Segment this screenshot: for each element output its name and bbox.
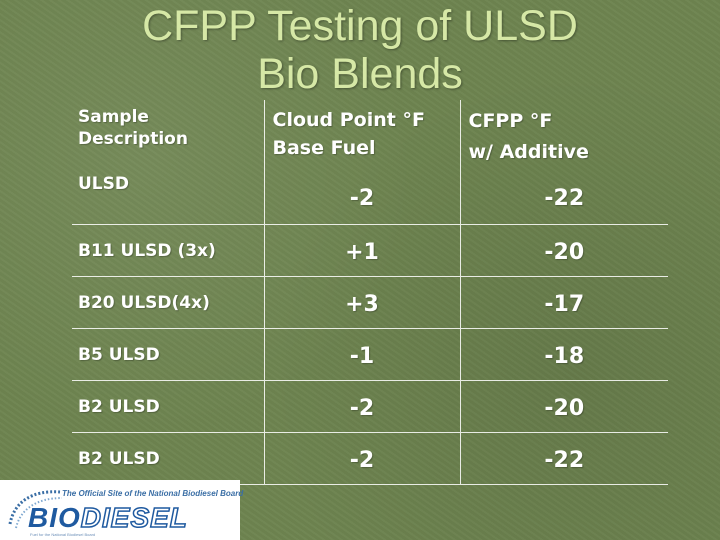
row-cfpp: -20	[459, 380, 668, 433]
biodiesel-swoosh-icon	[8, 490, 63, 529]
row-cloud-point: -2	[263, 432, 460, 485]
row-description: B2 ULSD	[72, 380, 264, 433]
row-cloud-point: -2	[263, 380, 460, 433]
cfpp-results-table: Sample Description Cloud Point °F Base F…	[72, 100, 668, 485]
header-cfpp: CFPP °F w/ Additive	[459, 100, 668, 168]
table-header-row: Sample Description Cloud Point °F Base F…	[72, 100, 668, 168]
row-description: B11 ULSD (3x)	[72, 224, 264, 277]
logo-tagline: The Official Site of the National Biodie…	[62, 489, 244, 498]
row-cfpp: -18	[459, 328, 668, 381]
row-cloud-point: +1	[263, 224, 460, 277]
table-row: B5 ULSD -1 -18	[72, 328, 668, 381]
logo-wordmark: BIODIESEL	[28, 501, 188, 534]
header-cloud-point-line-1: Cloud Point °F	[272, 109, 425, 131]
slide-title-line-1: CFPP Testing of ULSD	[142, 2, 578, 50]
table-row: B20 ULSD(4x) +3 -17	[72, 276, 668, 329]
logo-word-bio: BIO	[28, 502, 81, 533]
header-cloud-point-line-2: Base Fuel	[272, 137, 376, 159]
header-sample-description: Sample Description	[72, 100, 264, 168]
row-description: ULSD	[72, 168, 264, 225]
slide-title-line-2: Bio Blends	[257, 50, 463, 98]
biodiesel-logo[interactable]: The Official Site of the National Biodie…	[0, 480, 244, 540]
row-cloud-point: -2	[263, 168, 460, 225]
table-row: B11 ULSD (3x) +1 -20	[72, 224, 668, 277]
row-description: B5 ULSD	[72, 328, 264, 381]
logo-word-diesel: DIESEL	[80, 501, 188, 534]
row-cfpp: -22	[459, 168, 668, 225]
row-cfpp: -22	[459, 432, 668, 485]
row-cloud-point: +3	[263, 276, 460, 329]
table-row: B2 ULSD -2 -20	[72, 380, 668, 433]
row-cfpp: -20	[459, 224, 668, 277]
header-cloud-point: Cloud Point °F Base Fuel	[263, 100, 460, 168]
table-row: ULSD -2 -22	[72, 168, 668, 225]
row-cloud-point: -1	[263, 328, 460, 381]
header-cfpp-line-2: w/ Additive	[468, 141, 589, 163]
row-description: B20 ULSD(4x)	[72, 276, 264, 329]
row-description: B2 ULSD	[72, 432, 264, 485]
table-row: B2 ULSD -2 -22	[72, 432, 668, 485]
slide-title: CFPP Testing of ULSD Bio Blends	[0, 2, 720, 98]
header-sample-description-label: Sample Description	[78, 107, 188, 149]
header-cfpp-line-1: CFPP °F	[468, 110, 553, 132]
row-cfpp: -17	[459, 276, 668, 329]
logo-small-text: Fuel for the National Biodiesel Board	[30, 532, 96, 537]
